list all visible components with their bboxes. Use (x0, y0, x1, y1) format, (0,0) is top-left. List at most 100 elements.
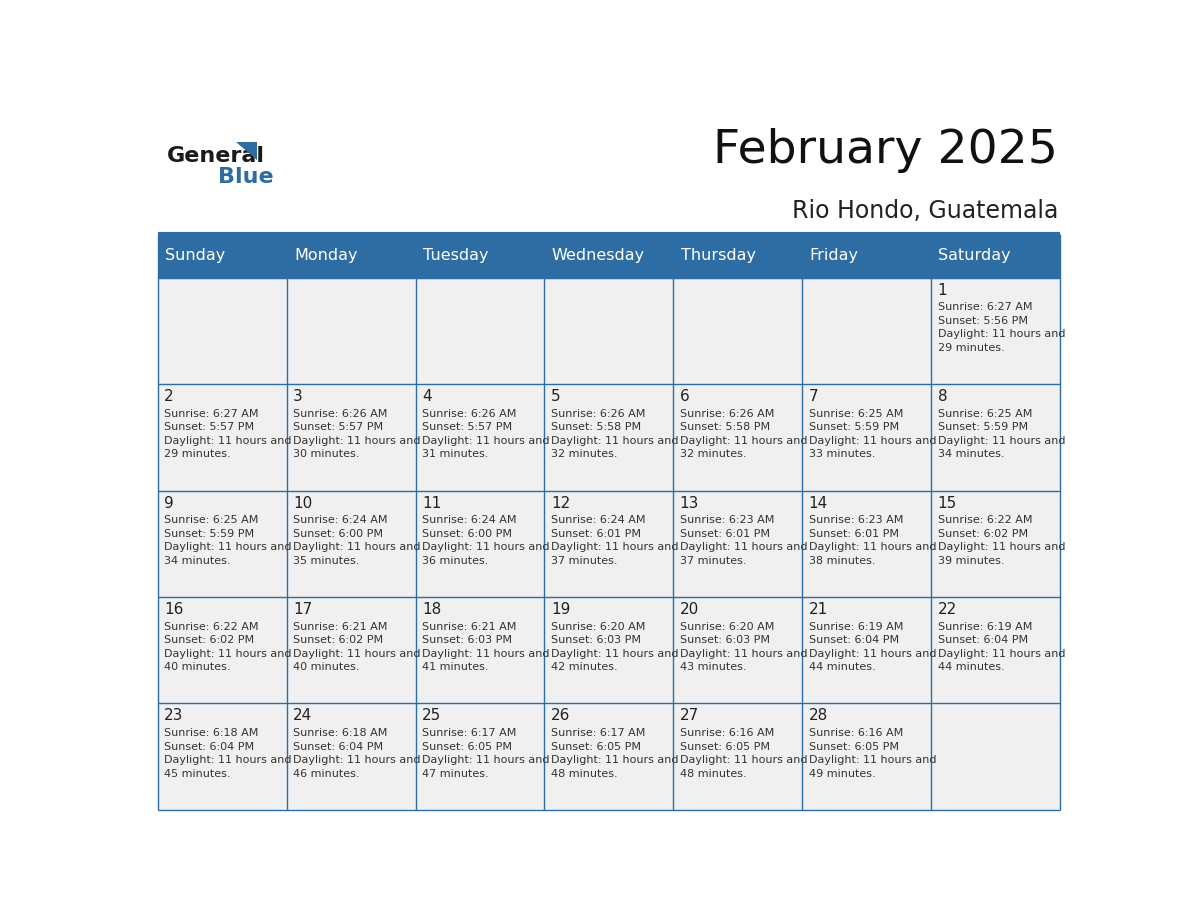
Bar (674, 384, 802, 490)
Bar (416, 277, 544, 384)
Text: Sunset: 6:05 PM: Sunset: 6:05 PM (422, 742, 512, 752)
Text: 28: 28 (809, 709, 828, 723)
Text: Daylight: 11 hours and: Daylight: 11 hours and (422, 756, 549, 765)
Text: Sunrise: 6:23 AM: Sunrise: 6:23 AM (809, 515, 903, 525)
Text: 40 minutes.: 40 minutes. (293, 662, 360, 672)
Text: Daylight: 11 hours and: Daylight: 11 hours and (680, 436, 807, 446)
Text: Sunrise: 6:24 AM: Sunrise: 6:24 AM (422, 515, 517, 525)
Text: Sunrise: 6:22 AM: Sunrise: 6:22 AM (937, 515, 1032, 525)
Text: Daylight: 11 hours and: Daylight: 11 hours and (164, 436, 291, 446)
Text: Sunset: 6:03 PM: Sunset: 6:03 PM (422, 635, 512, 645)
Text: Daylight: 11 hours and: Daylight: 11 hours and (551, 649, 678, 658)
Text: Sunset: 5:58 PM: Sunset: 5:58 PM (551, 422, 642, 432)
Text: Sunrise: 6:17 AM: Sunrise: 6:17 AM (551, 728, 645, 738)
Text: Daylight: 11 hours and: Daylight: 11 hours and (293, 756, 421, 765)
Text: Sunset: 6:01 PM: Sunset: 6:01 PM (551, 529, 640, 539)
Text: Sunset: 6:04 PM: Sunset: 6:04 PM (164, 742, 254, 752)
Text: Sunrise: 6:26 AM: Sunrise: 6:26 AM (680, 409, 775, 419)
Text: Sunrise: 6:26 AM: Sunrise: 6:26 AM (551, 409, 645, 419)
Bar (674, 597, 802, 703)
Bar (158, 234, 1060, 277)
Bar (802, 703, 931, 810)
Text: Daylight: 11 hours and: Daylight: 11 hours and (809, 436, 936, 446)
Text: 1: 1 (937, 283, 947, 297)
Text: Daylight: 11 hours and: Daylight: 11 hours and (937, 330, 1064, 340)
Text: 40 minutes.: 40 minutes. (164, 662, 230, 672)
Text: Sunrise: 6:24 AM: Sunrise: 6:24 AM (551, 515, 645, 525)
Text: Daylight: 11 hours and: Daylight: 11 hours and (937, 543, 1064, 553)
Text: Sunset: 5:57 PM: Sunset: 5:57 PM (164, 422, 254, 432)
Text: 36 minutes.: 36 minutes. (422, 555, 488, 565)
Bar (286, 703, 416, 810)
Text: Sunrise: 6:26 AM: Sunrise: 6:26 AM (422, 409, 517, 419)
Text: Sunrise: 6:20 AM: Sunrise: 6:20 AM (680, 621, 775, 632)
Text: Sunset: 6:05 PM: Sunset: 6:05 PM (551, 742, 640, 752)
Text: Daylight: 11 hours and: Daylight: 11 hours and (293, 543, 421, 553)
Text: Daylight: 11 hours and: Daylight: 11 hours and (680, 756, 807, 765)
Text: 31 minutes.: 31 minutes. (422, 449, 488, 459)
Text: 29 minutes.: 29 minutes. (937, 342, 1004, 353)
Bar (931, 384, 1060, 490)
Text: 16: 16 (164, 602, 183, 617)
Text: Sunset: 6:04 PM: Sunset: 6:04 PM (937, 635, 1028, 645)
Bar (158, 597, 286, 703)
Text: 27: 27 (680, 709, 699, 723)
Text: Daylight: 11 hours and: Daylight: 11 hours and (422, 436, 549, 446)
Text: 38 minutes.: 38 minutes. (809, 555, 876, 565)
Text: Daylight: 11 hours and: Daylight: 11 hours and (680, 543, 807, 553)
Text: Sunset: 5:59 PM: Sunset: 5:59 PM (164, 529, 254, 539)
Bar (931, 597, 1060, 703)
Text: 44 minutes.: 44 minutes. (809, 662, 876, 672)
Text: Sunset: 6:02 PM: Sunset: 6:02 PM (937, 529, 1028, 539)
Text: Wednesday: Wednesday (551, 248, 645, 263)
Text: 41 minutes.: 41 minutes. (422, 662, 488, 672)
Text: Sunrise: 6:18 AM: Sunrise: 6:18 AM (164, 728, 259, 738)
Text: Sunrise: 6:18 AM: Sunrise: 6:18 AM (293, 728, 387, 738)
Text: 9: 9 (164, 496, 173, 510)
Text: 37 minutes.: 37 minutes. (680, 555, 746, 565)
Text: Thursday: Thursday (681, 248, 756, 263)
Bar (931, 703, 1060, 810)
Text: General: General (166, 146, 265, 166)
Text: Sunrise: 6:19 AM: Sunrise: 6:19 AM (809, 621, 903, 632)
Text: 11: 11 (422, 496, 441, 510)
Text: 44 minutes.: 44 minutes. (937, 662, 1004, 672)
Text: 34 minutes.: 34 minutes. (937, 449, 1004, 459)
Bar (158, 277, 286, 384)
Text: 47 minutes.: 47 minutes. (422, 768, 488, 778)
Text: Sunset: 6:01 PM: Sunset: 6:01 PM (680, 529, 770, 539)
Text: 2: 2 (164, 389, 173, 404)
Text: 20: 20 (680, 602, 699, 617)
Text: 10: 10 (293, 496, 312, 510)
Bar (544, 490, 674, 597)
Text: Sunrise: 6:16 AM: Sunrise: 6:16 AM (809, 728, 903, 738)
Bar (802, 277, 931, 384)
Text: Sunset: 6:04 PM: Sunset: 6:04 PM (293, 742, 384, 752)
Text: 45 minutes.: 45 minutes. (164, 768, 230, 778)
Bar (931, 490, 1060, 597)
Text: Sunset: 6:01 PM: Sunset: 6:01 PM (809, 529, 898, 539)
Text: 25: 25 (422, 709, 441, 723)
Text: Daylight: 11 hours and: Daylight: 11 hours and (293, 436, 421, 446)
Text: 43 minutes.: 43 minutes. (680, 662, 746, 672)
Text: Sunset: 6:03 PM: Sunset: 6:03 PM (680, 635, 770, 645)
Text: 12: 12 (551, 496, 570, 510)
Bar (416, 490, 544, 597)
Bar (286, 277, 416, 384)
Text: Sunrise: 6:27 AM: Sunrise: 6:27 AM (937, 302, 1032, 312)
Text: Daylight: 11 hours and: Daylight: 11 hours and (551, 543, 678, 553)
Text: Sunset: 5:57 PM: Sunset: 5:57 PM (422, 422, 512, 432)
Text: Daylight: 11 hours and: Daylight: 11 hours and (164, 649, 291, 658)
Text: Sunrise: 6:25 AM: Sunrise: 6:25 AM (164, 515, 259, 525)
Text: Friday: Friday (809, 248, 859, 263)
Text: February 2025: February 2025 (713, 128, 1059, 173)
Text: Tuesday: Tuesday (423, 248, 488, 263)
Text: Sunset: 5:56 PM: Sunset: 5:56 PM (937, 316, 1028, 326)
Text: Sunset: 5:59 PM: Sunset: 5:59 PM (809, 422, 899, 432)
Text: Saturday: Saturday (939, 248, 1011, 263)
Text: 14: 14 (809, 496, 828, 510)
Bar (286, 490, 416, 597)
Text: 37 minutes.: 37 minutes. (551, 555, 618, 565)
Text: 23: 23 (164, 709, 183, 723)
Text: Daylight: 11 hours and: Daylight: 11 hours and (809, 649, 936, 658)
